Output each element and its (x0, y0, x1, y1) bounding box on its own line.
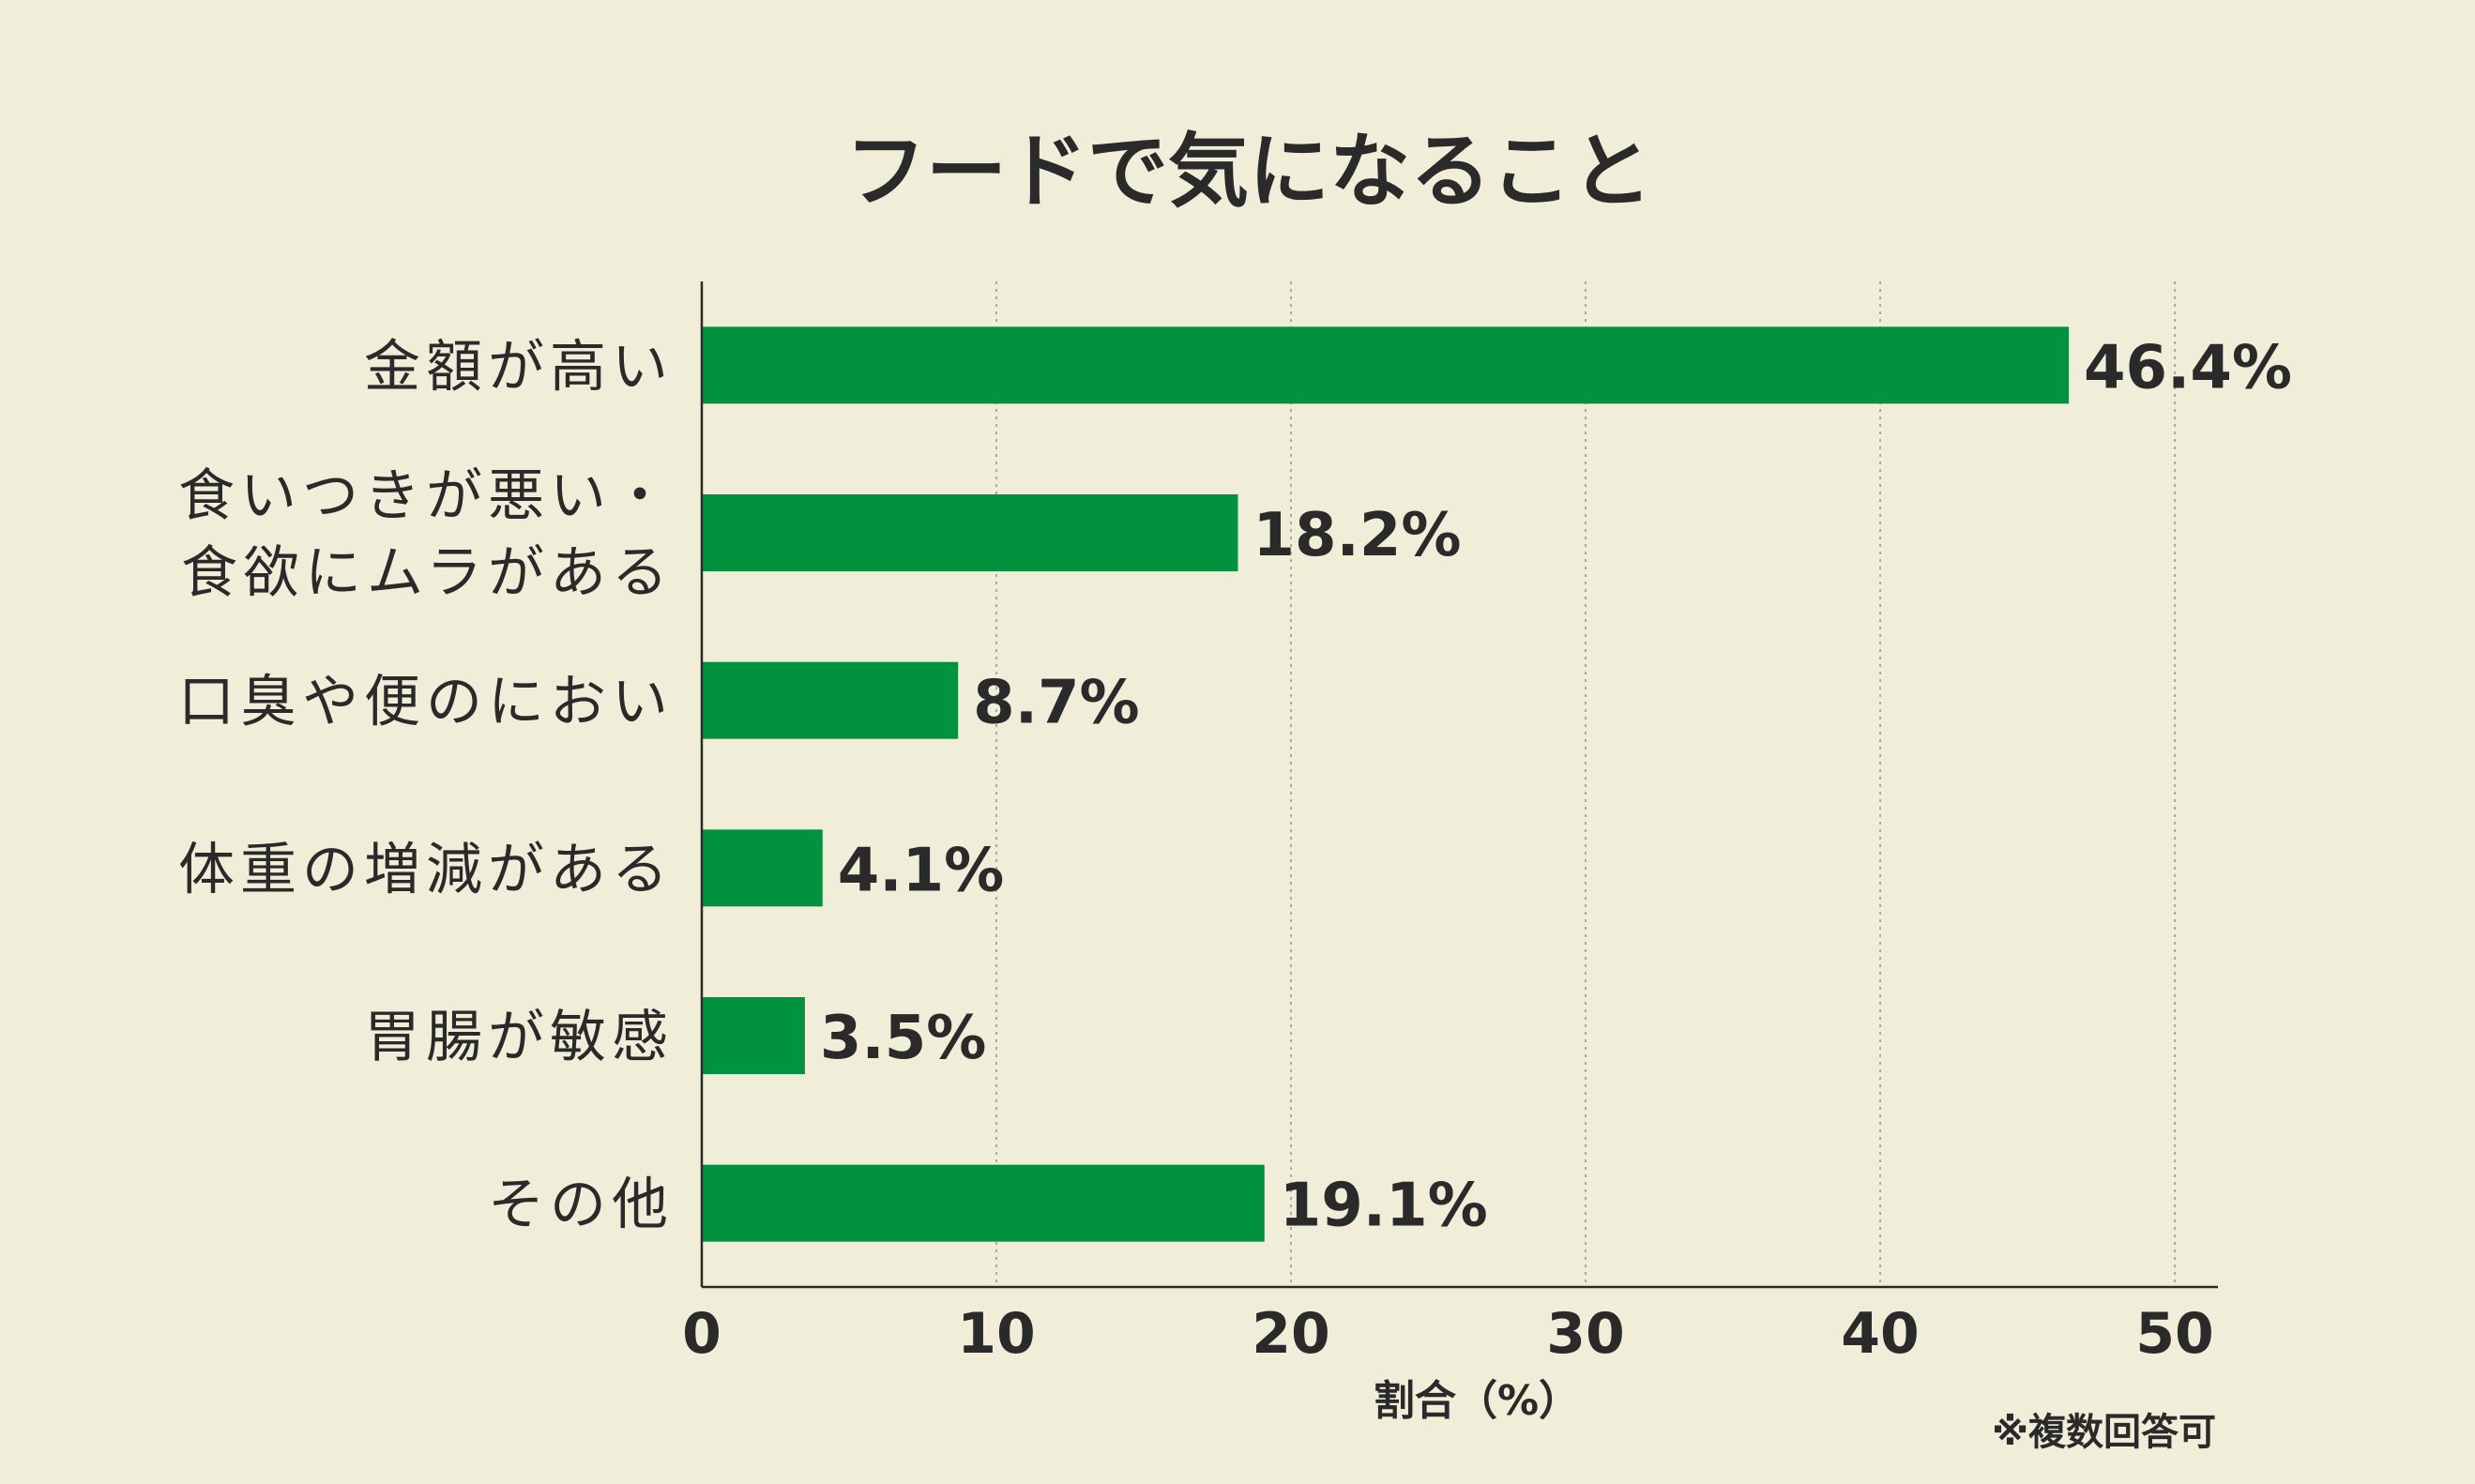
chart-title: フードで気になること (845, 125, 1652, 219)
category-label: 胃腸が敏感 (364, 1005, 674, 1070)
category-label: 体重の増減がある (178, 837, 674, 902)
bar-value-label: 3.5% (820, 1004, 987, 1073)
category-labels: 金額が高い食いつきが悪い・食欲にムラがある口臭や便のにおい体重の増減がある胃腸が… (178, 334, 674, 1238)
bar-value-label: 4.1% (838, 836, 1005, 905)
category-label: 食欲にムラがある (181, 540, 674, 606)
axes (700, 281, 2218, 1289)
grid-lines (995, 281, 2176, 1287)
x-tick-label: 0 (682, 1301, 721, 1367)
x-tick-labels: 0 10 20 30 40 50 (682, 1301, 2214, 1367)
bar-value-label: 19.1% (1280, 1172, 1488, 1241)
footnote: ※複数回答可 (1992, 1411, 2216, 1454)
x-tick-label: 50 (2135, 1301, 2214, 1367)
x-axis-title: 割合（%） (1374, 1377, 1580, 1425)
value-labels: 46.4% 18.2% 8.7% 4.1% 3.5% 19.1% (820, 333, 2292, 1240)
bar-value-label: 18.2% (1253, 501, 1461, 570)
category-label: 金額が高い (364, 334, 674, 400)
bar-value-label: 46.4% (2084, 333, 2292, 402)
bar (702, 829, 823, 907)
bars (702, 326, 2069, 1242)
x-tick-label: 40 (1841, 1301, 1920, 1367)
category-label: その他 (488, 1173, 674, 1238)
x-tick-label: 30 (1546, 1301, 1625, 1367)
bar (702, 1164, 1265, 1242)
category-label: 口臭や便のにおい (178, 670, 674, 735)
category-label: 食いつきが悪い・ (178, 463, 674, 529)
bar (702, 494, 1238, 571)
bar-value-label: 8.7% (973, 669, 1140, 738)
x-tick-label: 20 (1252, 1301, 1330, 1367)
bar (702, 326, 2069, 404)
x-tick-label: 10 (957, 1301, 1036, 1367)
bar (702, 661, 959, 739)
bar (702, 997, 805, 1074)
